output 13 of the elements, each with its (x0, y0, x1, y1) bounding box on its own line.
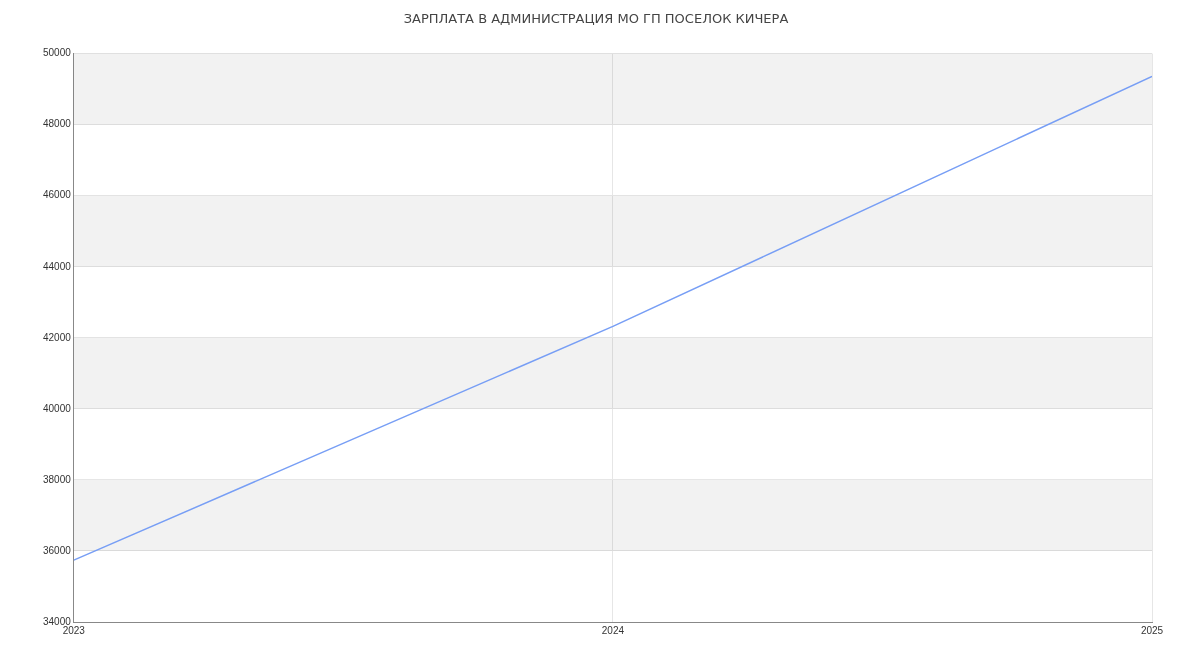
y-tick-label: 50000 (43, 47, 72, 59)
y-tick-label: 40000 (43, 402, 72, 414)
x-tick-label: 2025 (1140, 624, 1164, 636)
x-tick-label: 2024 (601, 624, 625, 636)
y-tick-label: 34000 (43, 615, 72, 627)
x-tick-label: 2023 (62, 624, 86, 636)
y-tick-label: 38000 (43, 473, 72, 485)
chart-title: ЗАРПЛАТА В АДМИНИСТРАЦИЯ МО ГП ПОСЕЛОК КИЧЕРА (403, 11, 789, 27)
y-tick-label: 36000 (43, 544, 72, 556)
y-tick-label: 48000 (43, 118, 72, 130)
y-tick-label: 46000 (43, 189, 72, 201)
y-tick-label: 42000 (43, 331, 72, 343)
y-tick-label: 44000 (43, 260, 72, 272)
